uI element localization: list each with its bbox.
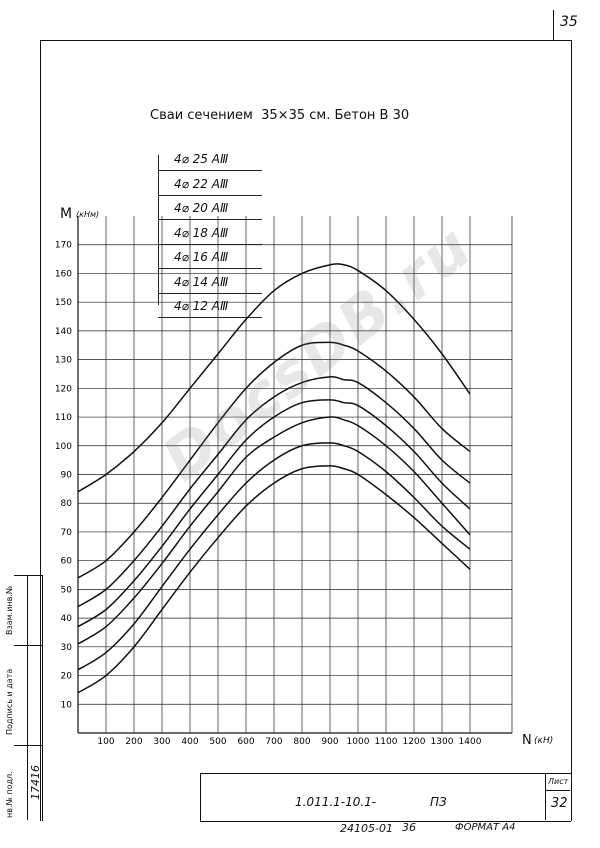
y-tick-label: 20 (61, 672, 73, 682)
y-tick-label: 140 (55, 327, 72, 337)
doc-suffix: ПЗ (430, 795, 447, 809)
x-axis-unit: (кН) (534, 736, 554, 746)
legend-entry: 4⌀ 22 АⅢ (158, 172, 262, 196)
x-tick-label: 1300 (431, 737, 454, 747)
legend-divider (158, 155, 159, 305)
series-line-7 (77, 465, 471, 694)
side-strip (14, 575, 43, 821)
x-tick-label: 600 (237, 737, 254, 747)
x-tick-label: 1000 (347, 737, 370, 747)
side-divider-2 (14, 745, 42, 746)
series-line-5 (77, 416, 471, 645)
series-line-6 (77, 442, 471, 671)
series-line-2 (77, 341, 471, 579)
legend-entry: 4⌀ 20 АⅢ (158, 196, 262, 220)
x-tick-label: 300 (153, 737, 170, 747)
y-axis-unit: (кНм) (76, 210, 100, 219)
x-tick-label: 400 (181, 737, 198, 747)
x-tick-label: 1400 (459, 737, 482, 747)
page-frame (40, 40, 572, 821)
side-label-replace: Взам.инв.№ (5, 585, 14, 635)
x-tick-label: 500 (209, 737, 226, 747)
sheet-number: 32 (551, 796, 568, 811)
y-tick-label: 130 (55, 356, 72, 366)
y-tick-label: 10 (61, 700, 73, 710)
chart-title: Сваи сечением 35×35 см. Бетон В 30 (150, 108, 410, 123)
y-tick-label: 70 (61, 528, 73, 538)
y-tick-label: 110 (55, 413, 72, 423)
x-tick-label: 1100 (375, 737, 398, 747)
side-label-inv: нв.№ подл. (5, 771, 14, 818)
side-inv-number: 17416 (29, 765, 42, 800)
y-tick-label: 120 (55, 384, 72, 394)
format-label: ФОРМАТ А4 (455, 822, 516, 833)
legend-entry: 4⌀ 16 АⅢ (158, 245, 262, 269)
x-axis-label: N (522, 733, 532, 748)
legend-entry: 4⌀ 18 АⅢ (158, 221, 262, 245)
y-tick-label: 170 (55, 241, 72, 251)
series-line-1 (77, 263, 471, 493)
side-divider-v (27, 575, 28, 820)
x-tick-label: 200 (125, 737, 142, 747)
y-tick-label: 160 (55, 269, 72, 279)
chart-curves (77, 263, 471, 694)
sheet-cell-divider (545, 790, 570, 791)
x-tick-label: 900 (321, 737, 338, 747)
y-tick-labels: 10 20 30 40 50 60 70 80 90 100 110 120 130 140 150 160 1… (55, 241, 72, 711)
title-block (200, 773, 571, 822)
y-tick-label: 40 (61, 614, 73, 624)
y-tick-label: 60 (61, 557, 73, 567)
x-tick-label: 1200 (403, 737, 426, 747)
footer-code: 24105-01 (340, 822, 393, 835)
footer-num: 36 (402, 821, 416, 834)
y-tick-label: 80 (61, 499, 73, 509)
x-tick-label: 100 (97, 737, 114, 747)
page-number: 35 (560, 14, 578, 30)
y-tick-label: 90 (61, 471, 73, 481)
chart-grid (77, 216, 513, 734)
legend-entry: 4⌀ 14 АⅢ (158, 270, 262, 294)
series-line-4 (77, 399, 471, 628)
sheet-label: Лист (548, 777, 569, 786)
y-tick-label: 50 (61, 585, 73, 595)
title-block-sheet-cell (545, 773, 571, 820)
series-line-3 (77, 376, 471, 608)
side-label-sign-date: Подпись и дата (5, 668, 14, 735)
legend-entry: 4⌀ 25 АⅢ (158, 147, 262, 171)
y-tick-label: 150 (55, 298, 72, 308)
y-tick-label: 30 (61, 643, 73, 653)
x-tick-labels: 100 200 300 400 500 600 700 800 900 1000 1100 1200 1… (97, 737, 481, 747)
doc-code: 1.011.1-10.1- (295, 795, 377, 809)
x-tick-label: 800 (293, 737, 310, 747)
page-number-box (553, 10, 584, 40)
x-tick-label: 700 (265, 737, 282, 747)
side-divider-1 (14, 645, 42, 646)
y-axis-label: M (60, 206, 73, 222)
y-tick-label: 100 (55, 442, 72, 452)
